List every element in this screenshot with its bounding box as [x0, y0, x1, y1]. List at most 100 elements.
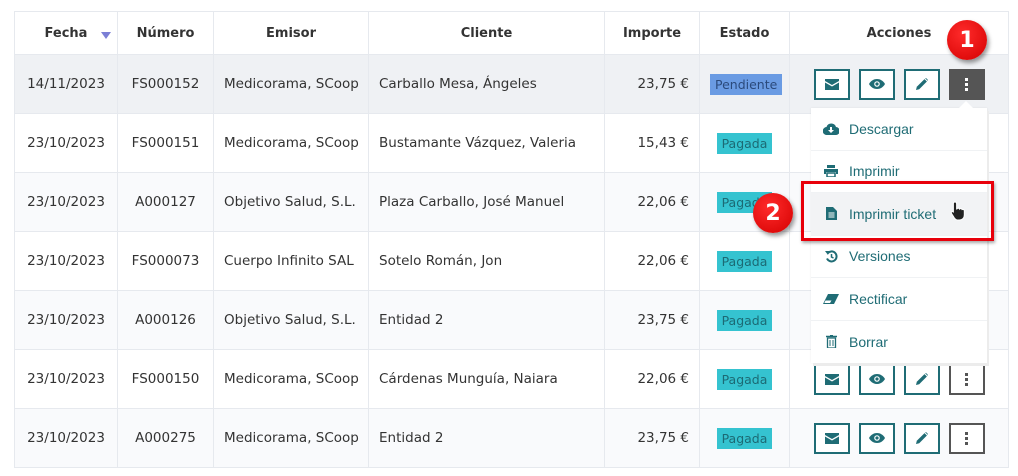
- cell-numero: FS000151: [117, 113, 214, 173]
- cell-estado: Pagada: [699, 408, 790, 468]
- cell-cliente: Entidad 2: [368, 290, 605, 350]
- cell-estado: Pendiente: [699, 54, 790, 114]
- cell-fecha: 23/10/2023: [14, 231, 118, 291]
- cell-cliente: Cárdenas Munguía, Naiara: [368, 349, 605, 409]
- cloud-download-icon: [823, 123, 839, 135]
- cell-importe: 23,75 €: [604, 290, 700, 350]
- cell-importe: 22,06 €: [604, 172, 700, 232]
- more-actions-button[interactable]: [948, 422, 985, 454]
- cell-emisor: Medicorama, SCoop: [213, 408, 369, 468]
- trash-icon: [823, 335, 839, 349]
- status-badge: Pagada: [716, 250, 773, 272]
- cell-importe: 22,06 €: [604, 349, 700, 409]
- cell-acciones: [789, 408, 1009, 468]
- cell-emisor: Medicorama, SCoop: [213, 54, 369, 114]
- cell-estado: Pagada: [699, 290, 790, 350]
- status-badge: Pagada: [716, 368, 773, 390]
- cell-fecha: 23/10/2023: [14, 408, 118, 468]
- cell-estado: Pagada: [699, 349, 790, 409]
- edit-button[interactable]: [903, 363, 940, 395]
- cell-numero: FS000152: [117, 54, 214, 114]
- eye-icon: [868, 79, 885, 89]
- pencil-icon: [915, 373, 928, 385]
- table-row[interactable]: 14/11/2023 FS000152 Medicorama, SCoop Ca…: [14, 54, 1009, 114]
- header-emisor[interactable]: Emisor: [213, 11, 369, 55]
- cell-emisor: Objetivo Salud, S.L.: [213, 290, 369, 350]
- pencil-icon: [915, 78, 928, 90]
- send-email-button[interactable]: [813, 363, 850, 395]
- envelope-icon: [824, 373, 839, 385]
- status-badge: Pagada: [716, 132, 773, 154]
- step-2-callout: 2: [753, 193, 793, 233]
- menu-item-rectificar[interactable]: Rectificar: [811, 278, 987, 321]
- cell-cliente: Entidad 2: [368, 408, 605, 468]
- status-badge: Pendiente: [710, 73, 783, 95]
- status-badge: Pagada: [716, 309, 773, 331]
- view-button[interactable]: [858, 422, 895, 454]
- envelope-icon: [824, 432, 839, 444]
- more-vertical-icon: [965, 372, 968, 386]
- row-actions: [800, 68, 998, 100]
- cell-fecha: 23/10/2023: [14, 290, 118, 350]
- more-actions-button[interactable]: [948, 363, 985, 395]
- cell-acciones: [789, 54, 1009, 114]
- status-badge: Pagada: [716, 427, 773, 449]
- cell-numero: A000126: [117, 290, 214, 350]
- cell-numero: FS000073: [117, 231, 214, 291]
- edit-button[interactable]: [903, 68, 940, 100]
- cell-fecha: 23/10/2023: [14, 172, 118, 232]
- cell-cliente: Carballo Mesa, Ángeles: [368, 54, 605, 114]
- cell-fecha: 23/10/2023: [14, 349, 118, 409]
- header-numero[interactable]: Número: [117, 11, 214, 55]
- printer-icon: [823, 165, 839, 178]
- more-vertical-icon: [965, 431, 968, 445]
- cell-emisor: Medicorama, SCoop: [213, 349, 369, 409]
- eye-icon: [868, 433, 885, 443]
- row-actions: [800, 422, 998, 454]
- envelope-icon: [824, 78, 839, 90]
- file-text-icon: [823, 207, 839, 221]
- cell-importe: 15,43 €: [604, 113, 700, 173]
- history-icon: [823, 250, 839, 263]
- cell-importe: 23,75 €: [604, 54, 700, 114]
- cell-numero: A000275: [117, 408, 214, 468]
- menu-item-descargar[interactable]: Descargar: [811, 108, 987, 151]
- more-actions-button[interactable]: [948, 68, 985, 100]
- cell-importe: 23,75 €: [604, 408, 700, 468]
- menu-item-borrar[interactable]: Borrar: [811, 321, 987, 364]
- table-row[interactable]: 23/10/2023 FS000150 Medicorama, SCoop Cá…: [14, 349, 1009, 409]
- header-fecha[interactable]: Fecha: [14, 11, 118, 55]
- cell-fecha: 14/11/2023: [14, 54, 118, 114]
- header-importe[interactable]: Importe: [604, 11, 700, 55]
- cell-emisor: Medicorama, SCoop: [213, 113, 369, 173]
- cell-importe: 22,06 €: [604, 231, 700, 291]
- cell-cliente: Sotelo Román, Jon: [368, 231, 605, 291]
- cell-estado: Pagada: [699, 231, 790, 291]
- cell-numero: FS000150: [117, 349, 214, 409]
- view-button[interactable]: [858, 363, 895, 395]
- cell-numero: A000127: [117, 172, 214, 232]
- step-1-callout: 1: [947, 20, 987, 60]
- hand-cursor-icon: [950, 201, 968, 225]
- header-estado[interactable]: Estado: [699, 11, 790, 55]
- menu-item-imprimir-ticket[interactable]: Imprimir ticket: [811, 193, 987, 236]
- table-header-row: Fecha Número Emisor Cliente Importe Esta…: [14, 11, 1009, 55]
- eraser-icon: [823, 293, 839, 304]
- edit-button[interactable]: [903, 422, 940, 454]
- row-actions: [800, 363, 998, 395]
- cell-estado: Pagada: [699, 113, 790, 173]
- actions-dropdown-menu: Descargar Imprimir Imprimir ticket Versi…: [811, 101, 987, 364]
- send-email-button[interactable]: [813, 68, 850, 100]
- eye-icon: [868, 374, 885, 384]
- view-button[interactable]: [858, 68, 895, 100]
- cell-emisor: Cuerpo Infinito SAL: [213, 231, 369, 291]
- menu-item-imprimir[interactable]: Imprimir: [811, 151, 987, 193]
- cell-cliente: Bustamante Vázquez, Valeria: [368, 113, 605, 173]
- send-email-button[interactable]: [813, 422, 850, 454]
- table-row[interactable]: 23/10/2023 A000275 Medicorama, SCoop Ent…: [14, 408, 1009, 468]
- cell-emisor: Objetivo Salud, S.L.: [213, 172, 369, 232]
- cell-fecha: 23/10/2023: [14, 113, 118, 173]
- sort-desc-icon[interactable]: [101, 32, 111, 39]
- menu-item-versiones[interactable]: Versiones: [811, 236, 987, 278]
- header-cliente[interactable]: Cliente: [368, 11, 605, 55]
